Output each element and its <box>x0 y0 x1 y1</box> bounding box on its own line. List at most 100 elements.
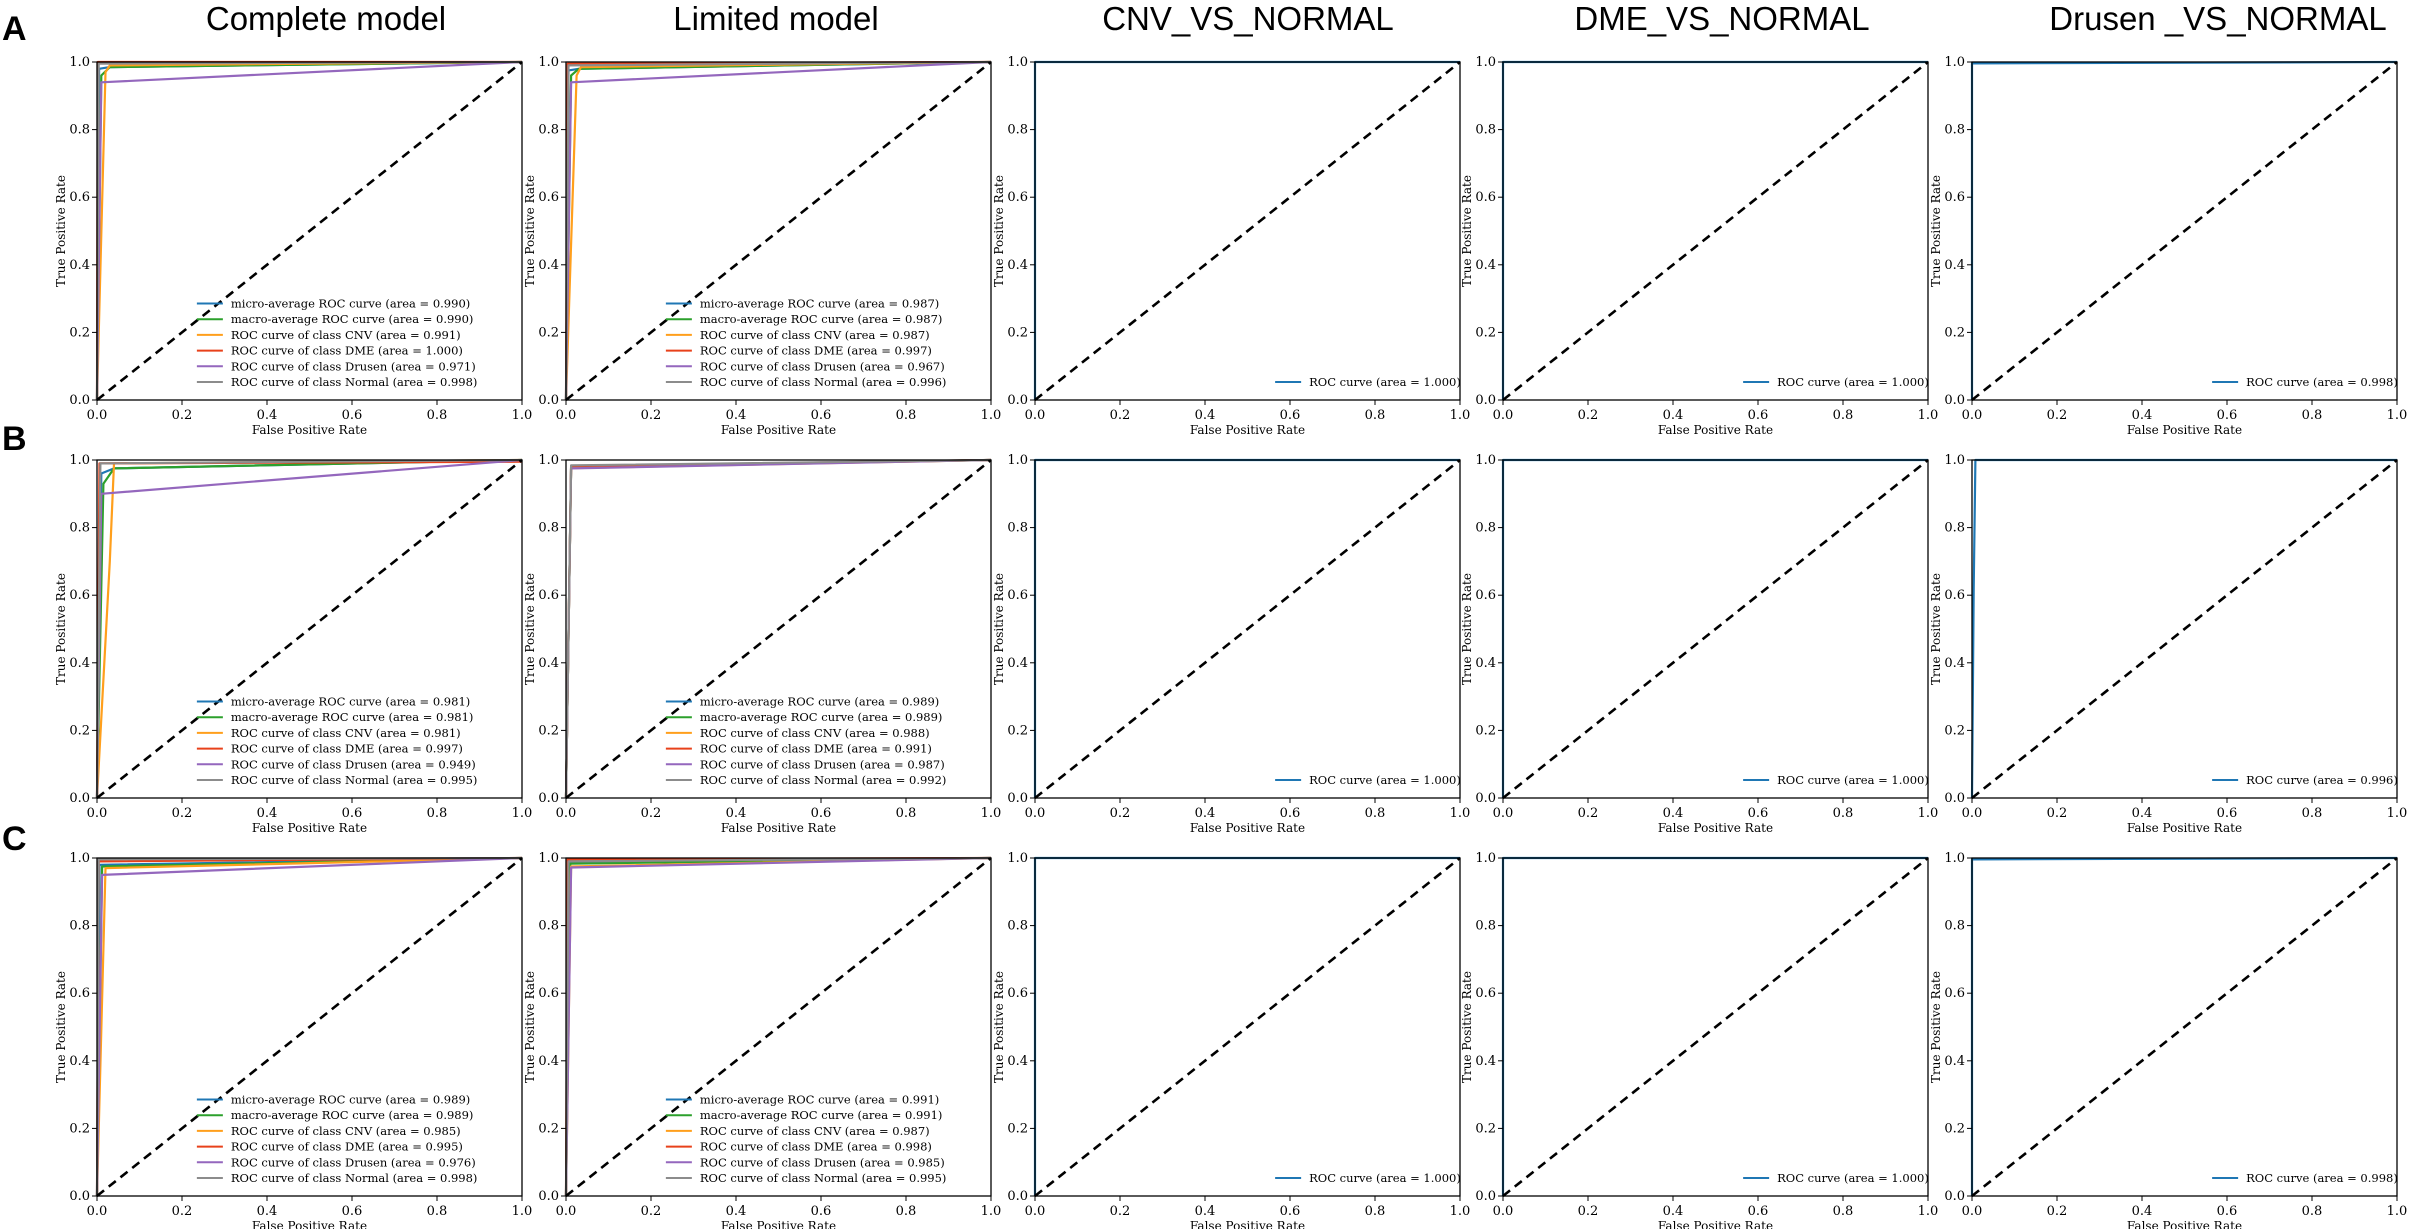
x-axis-label: False Positive Rate <box>721 821 836 835</box>
plot-frame <box>1034 459 1461 799</box>
y-tick-label: 0.0 <box>1007 393 1028 408</box>
x-tick-label: 0.6 <box>1748 408 1769 423</box>
roc-series-line <box>95 458 523 799</box>
x-tick-label: 0.0 <box>556 1204 577 1219</box>
roc-panel: 0.0 0.2 0.4 0.6 0.8 1.0 0.0 0.2 0.4 0.6 0.8 1.0 Fals… <box>54 55 532 437</box>
x-tick-label: 0.2 <box>641 806 662 821</box>
roc-series-line <box>564 60 992 401</box>
plot-frame <box>1971 61 2398 401</box>
chance-diagonal-line <box>96 856 523 1198</box>
legend-entry: micro-average ROC curve (area = 0.987) <box>700 297 939 311</box>
y-tick-label: 0.6 <box>538 190 559 205</box>
chance-diagonal-line <box>1971 856 2398 1198</box>
y-tick-label: 0.2 <box>1475 325 1496 340</box>
legend-entry: macro-average ROC curve (area = 0.989) <box>231 1108 474 1122</box>
x-tick-label: 0.6 <box>2217 408 2238 423</box>
roc-panel: 0.0 0.2 0.4 0.6 0.8 1.0 0.0 0.2 0.4 0.6 0.8 1.0 Fals… <box>992 851 1470 1229</box>
x-tick-label: 0.6 <box>811 408 832 423</box>
x-axis-label: False Positive Rate <box>2127 423 2242 437</box>
roc-panel: 0.0 0.2 0.4 0.6 0.8 1.0 0.0 0.2 0.4 0.6 0.8 1.0 Fals… <box>992 55 1470 437</box>
y-tick-label: 0.2 <box>69 325 90 340</box>
x-tick-label: 0.0 <box>1025 1204 1046 1219</box>
y-tick-label: 0.2 <box>538 325 559 340</box>
x-tick-label: 1.0 <box>2387 408 2408 423</box>
chance-diagonal-line <box>1971 458 2398 800</box>
legend-entry: ROC curve (area = 0.996) <box>2246 773 2398 787</box>
legend-entry: ROC curve of class Normal (area = 0.995) <box>700 1171 947 1185</box>
x-tick-label: 0.4 <box>2132 1204 2153 1219</box>
plot-frame <box>1034 61 1461 401</box>
x-tick-label: 0.8 <box>427 408 448 423</box>
y-tick-label: 0.0 <box>69 1189 90 1204</box>
x-tick-label: 0.6 <box>342 408 363 423</box>
legend-entry: micro-average ROC curve (area = 0.981) <box>231 695 470 709</box>
chance-diagonal-line <box>1502 60 1929 402</box>
x-tick-label: 0.8 <box>1833 1204 1854 1219</box>
legend-entry: ROC curve of class CNV (area = 0.987) <box>700 1124 930 1138</box>
y-tick-label: 0.8 <box>1475 123 1496 138</box>
x-tick-label: 0.4 <box>2132 408 2153 423</box>
y-tick-label: 0.2 <box>69 723 90 738</box>
x-tick-label: 1.0 <box>1450 1204 1471 1219</box>
x-axis-label: False Positive Rate <box>721 1219 836 1229</box>
y-tick-label: 0.2 <box>69 1121 90 1136</box>
legend-entry: ROC curve (area = 1.000) <box>1777 375 1929 389</box>
y-tick-label: 0.0 <box>1475 791 1496 806</box>
roc-panel: 0.0 0.2 0.4 0.6 0.8 1.0 0.0 0.2 0.4 0.6 0.8 1.0 Fals… <box>54 453 532 835</box>
x-tick-label: 0.2 <box>641 1204 662 1219</box>
y-tick-label: 0.8 <box>1007 521 1028 536</box>
x-tick-label: 0.0 <box>556 806 577 821</box>
y-tick-label: 0.6 <box>69 986 90 1001</box>
x-tick-label: 0.6 <box>1280 408 1301 423</box>
roc-panel: 0.0 0.2 0.4 0.6 0.8 1.0 0.0 0.2 0.4 0.6 0.8 1.0 Fals… <box>992 453 1470 835</box>
y-tick-label: 0.6 <box>1944 986 1965 1001</box>
x-tick-label: 1.0 <box>981 1204 1002 1219</box>
y-tick-label: 0.4 <box>1944 1054 1965 1069</box>
chance-diagonal-line <box>1034 60 1461 402</box>
legend-entry: micro-average ROC curve (area = 0.991) <box>700 1093 939 1107</box>
roc-panel: 0.0 0.2 0.4 0.6 0.8 1.0 0.0 0.2 0.4 0.6 0.8 1.0 Fals… <box>1460 55 1938 437</box>
x-tick-label: 1.0 <box>1450 806 1471 821</box>
y-axis-label: True Positive Rate <box>1460 971 1474 1083</box>
x-tick-label: 0.0 <box>1025 806 1046 821</box>
y-tick-label: 0.6 <box>69 588 90 603</box>
x-tick-label: 0.0 <box>1962 806 1983 821</box>
legend-entry: ROC curve of class Drusen (area = 0.987) <box>700 757 945 771</box>
legend-entry: ROC curve of class Normal (area = 0.998) <box>231 1171 478 1185</box>
x-tick-label: 0.6 <box>1280 806 1301 821</box>
y-tick-label: 0.0 <box>1475 1189 1496 1204</box>
y-axis-label: True Positive Rate <box>54 573 68 685</box>
x-tick-label: 1.0 <box>512 408 533 423</box>
x-tick-label: 0.0 <box>1493 1204 1514 1219</box>
x-tick-label: 1.0 <box>981 806 1002 821</box>
x-tick-label: 0.0 <box>1493 806 1514 821</box>
x-tick-label: 0.0 <box>556 408 577 423</box>
x-tick-label: 0.8 <box>1365 806 1386 821</box>
legend-entry: macro-average ROC curve (area = 0.987) <box>700 312 943 326</box>
y-tick-label: 1.0 <box>538 453 559 468</box>
y-tick-label: 0.4 <box>69 656 90 671</box>
x-tick-label: 1.0 <box>2387 806 2408 821</box>
x-tick-label: 0.8 <box>427 806 448 821</box>
x-tick-label: 1.0 <box>512 806 533 821</box>
column-title: Limited model <box>673 0 878 37</box>
x-tick-label: 0.8 <box>2302 806 2323 821</box>
legend-entry: ROC curve of class DME (area = 0.997) <box>231 742 463 756</box>
y-tick-label: 0.0 <box>1475 393 1496 408</box>
x-tick-label: 0.6 <box>342 806 363 821</box>
x-tick-label: 0.6 <box>342 1204 363 1219</box>
y-tick-label: 0.4 <box>69 1054 90 1069</box>
roc-panel: 0.0 0.2 0.4 0.6 0.8 1.0 0.0 0.2 0.4 0.6 0.8 1.0 Fals… <box>1929 55 2407 437</box>
x-tick-label: 0.6 <box>1748 1204 1769 1219</box>
y-tick-label: 0.4 <box>1475 1054 1496 1069</box>
y-tick-label: 0.4 <box>1475 656 1496 671</box>
y-tick-label: 0.4 <box>538 656 559 671</box>
y-axis-label: True Positive Rate <box>1929 175 1943 287</box>
x-tick-label: 0.4 <box>257 408 278 423</box>
y-tick-label: 0.0 <box>538 791 559 806</box>
legend-entry: ROC curve of class CNV (area = 0.985) <box>231 1124 461 1138</box>
y-tick-label: 0.8 <box>538 521 559 536</box>
plot-frame <box>565 61 992 401</box>
x-tick-label: 0.4 <box>257 1204 278 1219</box>
plot-frame <box>565 857 992 1197</box>
